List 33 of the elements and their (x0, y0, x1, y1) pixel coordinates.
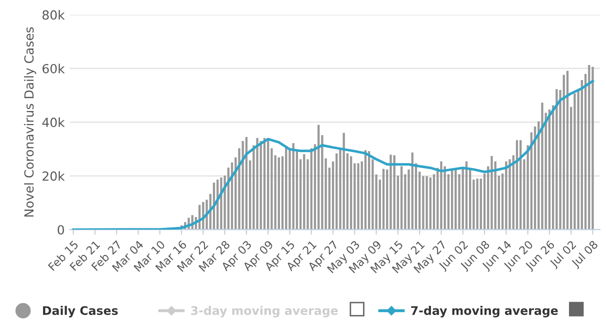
bar (400, 166, 403, 230)
y-tick-label: 80k (42, 10, 65, 20)
bar (336, 153, 338, 230)
bar (382, 168, 385, 230)
bar (541, 102, 544, 230)
bar (256, 138, 258, 230)
bar (562, 74, 565, 230)
bar (508, 159, 511, 230)
bar (278, 157, 280, 230)
bar (440, 161, 442, 230)
bar (490, 156, 493, 230)
bar (426, 176, 428, 230)
legend-label: 7-day moving average (411, 306, 558, 318)
bar (592, 66, 594, 230)
y-axis-title: Novel Coronavirus Daily Cases (24, 27, 36, 217)
legend-label: Daily Cases (43, 306, 118, 318)
y-tick-label: 0 (58, 225, 64, 235)
y-tick-label: 40k (42, 117, 65, 128)
bar (303, 154, 306, 230)
y-tick-label: 20k (42, 171, 65, 181)
bar (429, 178, 432, 230)
bar (350, 156, 352, 230)
bar (390, 154, 392, 230)
bar (357, 163, 360, 230)
bar (574, 93, 576, 230)
y-tick-label: 60k (42, 64, 65, 74)
bar (566, 70, 569, 230)
bar (588, 64, 590, 230)
bar (454, 169, 457, 230)
bar (220, 178, 222, 230)
line-series (72, 80, 594, 230)
bar (450, 170, 454, 230)
bar (476, 178, 478, 230)
